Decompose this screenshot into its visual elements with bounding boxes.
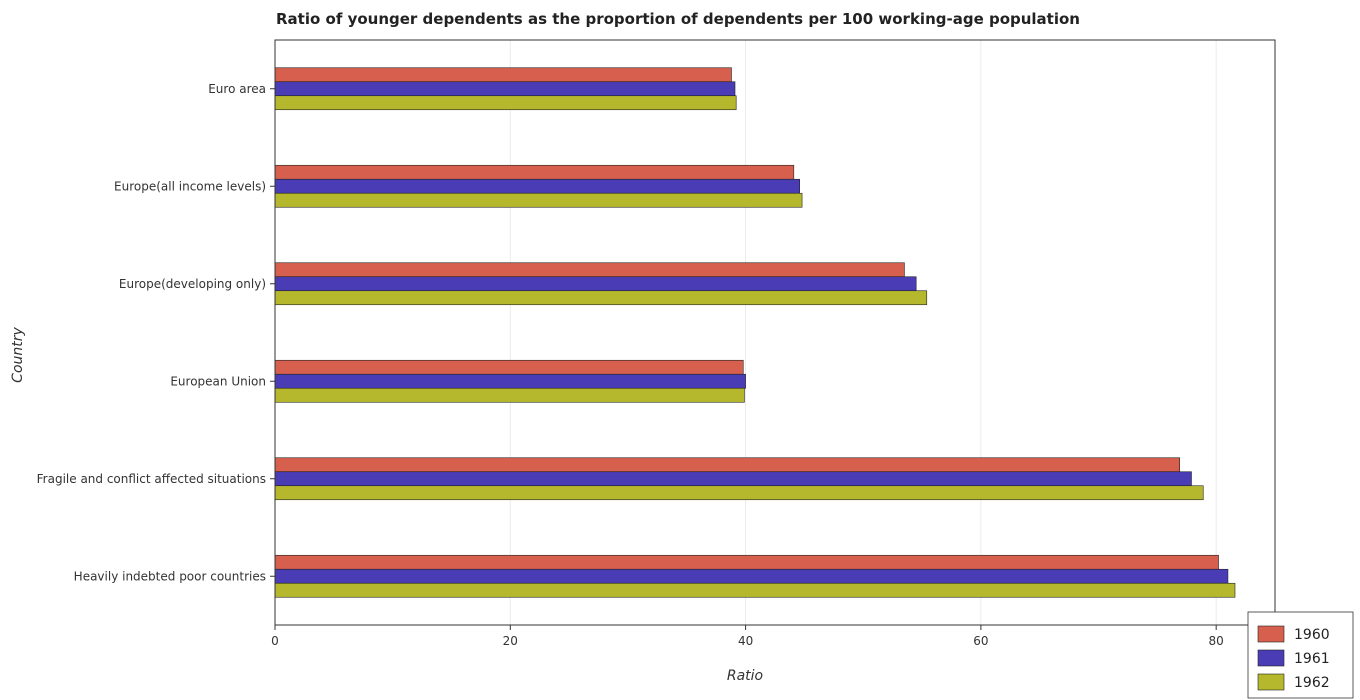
x-tick-label: 60 — [973, 634, 988, 648]
plot-frame — [274, 39, 1276, 626]
bar-1960-0 — [274, 67, 732, 83]
bar-1960-2 — [274, 262, 905, 278]
y-tick-label: Euro area — [208, 82, 266, 96]
y-tick-label: Europe(all income levels) — [114, 179, 266, 193]
bar-1961-0 — [274, 81, 736, 97]
bar-1960-3 — [274, 359, 744, 375]
y-tick-label: Heavily indebted poor countries — [74, 569, 266, 583]
bar-1961-3 — [274, 373, 746, 389]
bar-1961-2 — [274, 276, 917, 292]
legend-swatch-1960 — [1257, 625, 1285, 643]
y-axis-label: Country — [10, 326, 26, 382]
y-tick-label: European Union — [170, 374, 266, 388]
bar-1962-5 — [274, 582, 1236, 598]
plot-area: 0 20 40 60 80 Euro area Europe(all income leve… — [37, 39, 1276, 648]
legend-swatch-1962 — [1257, 673, 1285, 691]
bar-1961-5 — [274, 568, 1229, 584]
chart-title: Ratio of younger dependents as the propo… — [276, 10, 1080, 28]
bar-1961-4 — [274, 471, 1192, 487]
legend-swatch-1961 — [1257, 649, 1285, 667]
legend-label-1961: 1961 — [1294, 651, 1330, 667]
bar-1961-1 — [274, 178, 801, 194]
legend-label-1962: 1962 — [1294, 675, 1330, 691]
legend: 1960 1961 1962 — [1247, 611, 1354, 699]
bar-1962-0 — [274, 95, 737, 111]
legend-label-1960: 1960 — [1294, 627, 1330, 643]
x-tick-label: 20 — [503, 634, 518, 648]
y-tick-label: Europe(developing only) — [119, 277, 266, 291]
x-axis-label: Ratio — [727, 668, 763, 684]
bar-1962-1 — [274, 192, 803, 208]
bar-1960-1 — [274, 164, 795, 180]
bar-1962-2 — [274, 290, 928, 306]
x-tick-label: 0 — [271, 634, 279, 648]
bar-1962-3 — [274, 387, 745, 403]
bar-1962-4 — [274, 485, 1204, 501]
x-tick-label: 80 — [1209, 634, 1224, 648]
bar-1960-5 — [274, 554, 1219, 570]
plot-background — [275, 40, 1275, 625]
y-tick-label: Fragile and conflict affected situations — [37, 472, 266, 486]
bar-1960-4 — [274, 457, 1181, 473]
x-tick-label: 40 — [738, 634, 753, 648]
